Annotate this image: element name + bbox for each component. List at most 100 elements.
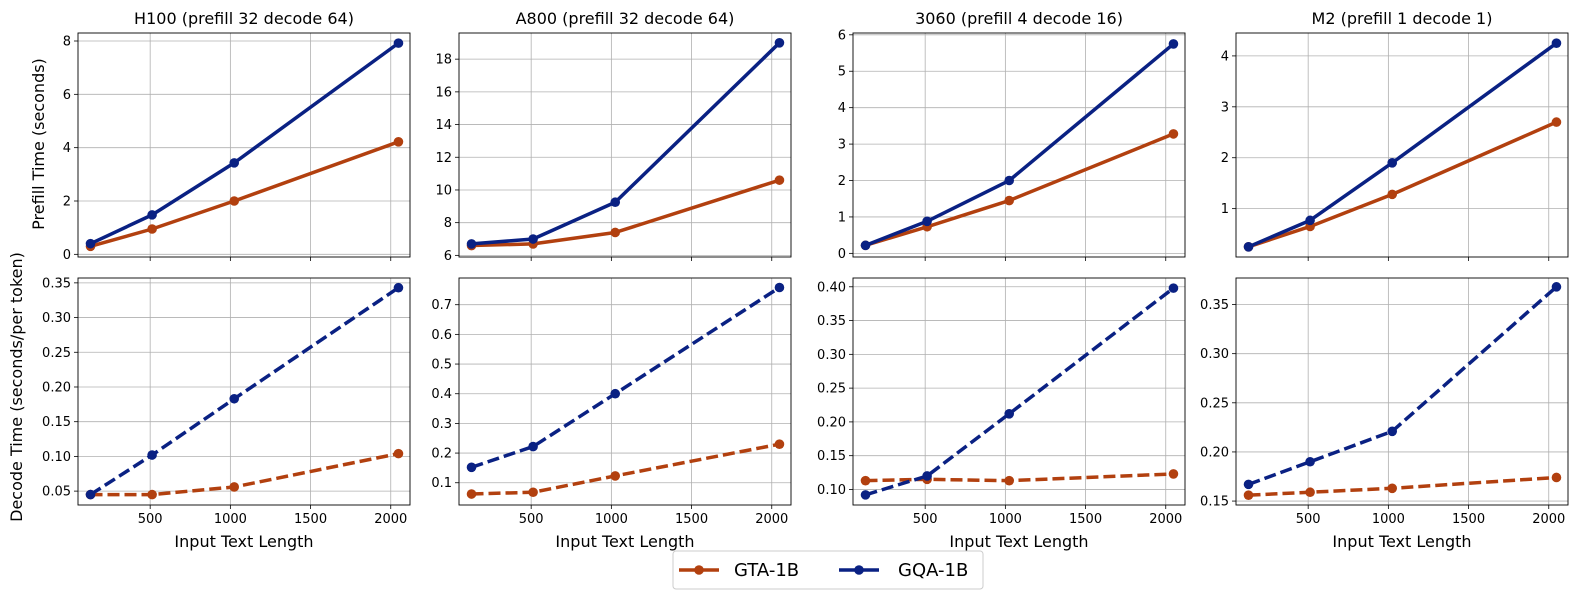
gridlines [853, 278, 1185, 505]
data-point [610, 471, 621, 481]
ticks: 500 1000 1500 2000 0.15 0.20 0.25 0.30 0.35 [1200, 298, 1565, 527]
subplot-2: 6 8 10 12 14 16 18 A800 (prefill 32 decode 64) [435, 9, 792, 264]
y-tick-label: 0.10 [817, 483, 846, 498]
legend-label-gqa: GQA-1B [898, 560, 968, 581]
y-tick-label: 2 [1221, 151, 1229, 166]
gridlines [1236, 278, 1568, 505]
y-tick-label: 0.25 [1200, 396, 1229, 411]
y-tick-label: 1 [838, 210, 846, 225]
data-point [147, 210, 157, 220]
x-axis-label: Input Text Length [555, 532, 694, 551]
x-tick-label: 500 [913, 512, 938, 527]
x-tick-label: 1000 [1372, 512, 1405, 527]
series-gqa [860, 39, 1179, 251]
series-line [864, 286, 1175, 497]
legend-entry-gta: GTA-1B [679, 560, 799, 581]
series-gqa [1243, 38, 1562, 252]
y-tick-label: 0 [63, 248, 71, 263]
y-tick-label: 2 [63, 195, 71, 210]
subplot-3: 0 1 2 3 4 5 6 3060 (prefill 4 decode 16) [838, 9, 1186, 262]
y-tick-label: 6 [444, 249, 452, 264]
ticks: 500 1000 1500 2000 0.1 0.2 0.3 0.4 0.5 0.6 0.7 [431, 298, 788, 527]
data-point [147, 450, 157, 460]
data-point [1004, 475, 1015, 486]
axes-frame [1235, 277, 1569, 506]
x-tick-label: 1000 [989, 512, 1022, 527]
gridlines [78, 33, 410, 257]
series-line [1247, 41, 1558, 249]
ticks: 6 8 10 12 14 16 18 [435, 53, 773, 264]
y-tick-label: 0.20 [1200, 445, 1229, 460]
series-line [865, 472, 1174, 483]
subplot-1: 0 2 4 6 8 H100 (prefill 32 decode 64) [63, 9, 411, 263]
series-line [90, 451, 399, 497]
series-gqa [466, 282, 785, 473]
y-tick-label: 0.40 [817, 280, 846, 295]
gridlines [853, 33, 1185, 257]
data-point [1387, 189, 1398, 200]
y-tick-label: 0.35 [817, 314, 846, 329]
data-point [393, 282, 404, 293]
data-point [147, 489, 157, 500]
y-tick-label: 0 [838, 247, 846, 262]
y-tick-label: 0.5 [431, 358, 452, 373]
axes-frame [77, 32, 411, 258]
x-tick-label: 1500 [1069, 512, 1102, 527]
y-tick-label: 3 [1221, 100, 1229, 115]
x-tick-label: 1000 [595, 512, 628, 527]
ticks: 0 1 2 3 4 5 6 [838, 28, 1167, 262]
series-gta [860, 129, 1179, 251]
y-tick-label: 0.15 [817, 449, 846, 464]
subplot-6: 500 1000 1500 2000 0.1 0.2 0.3 0.4 0.5 0.6 0.7 Inpu… [431, 277, 792, 551]
y-tick-label: 0.3 [431, 417, 452, 432]
series-line [471, 442, 780, 496]
y-tick-label: 3 [838, 138, 846, 153]
series-line [90, 140, 400, 249]
data-point [466, 239, 477, 249]
y-tick-label: 0.15 [42, 415, 71, 430]
y-tick-label: 0.35 [1200, 298, 1229, 313]
y-tick-label: 10 [435, 183, 452, 198]
subplot-4: 1 2 3 4 M2 (prefill 1 decode 1) [1221, 9, 1569, 261]
x-tick-label: 2000 [755, 512, 788, 527]
y-tick-label: 0.7 [431, 298, 452, 313]
gridlines [1236, 33, 1568, 257]
series-gqa [466, 38, 785, 249]
gridlines [459, 33, 791, 257]
series-line [470, 286, 781, 469]
axes-frame [852, 32, 1186, 258]
data-point [1004, 175, 1015, 186]
data-point [229, 158, 240, 168]
data-point [85, 489, 96, 500]
y-tick-label: 0.20 [42, 380, 71, 395]
y-tick-label: 0.6 [431, 328, 452, 343]
y-tick-label: 0.05 [42, 485, 71, 500]
data-point [528, 234, 538, 244]
series-line [471, 41, 781, 246]
ticks: 0 2 4 6 8 [63, 35, 392, 263]
data-point [147, 224, 157, 234]
axes-frame [458, 277, 792, 506]
data-point [1551, 117, 1562, 127]
data-point [466, 462, 477, 473]
y-tick-label: 0.20 [817, 415, 846, 430]
y-tick-label: 14 [435, 118, 452, 133]
data-point [1551, 38, 1562, 48]
data-point [229, 482, 240, 492]
y-tick-label: 0.25 [817, 382, 846, 397]
data-point [229, 196, 240, 206]
subplot-8: 500 1000 1500 2000 0.15 0.20 0.25 0.30 0.35 Input… [1200, 277, 1569, 551]
series-line [865, 132, 1175, 248]
data-point [1305, 487, 1315, 498]
y-tick-label: 4 [63, 141, 71, 156]
y-tick-label: 0.30 [817, 348, 846, 363]
y-tick-label: 0.30 [42, 311, 71, 326]
data-point [922, 471, 932, 481]
ylabel-prefill: Prefill Time (seconds) [29, 58, 48, 230]
data-point [229, 393, 240, 404]
data-point [1243, 479, 1254, 490]
legend-entry-gqa: GQA-1B [839, 560, 968, 581]
ticks: 500 1000 1500 2000 0.05 0.10 0.15 0.20 0.25 0.30 0… [42, 276, 407, 527]
